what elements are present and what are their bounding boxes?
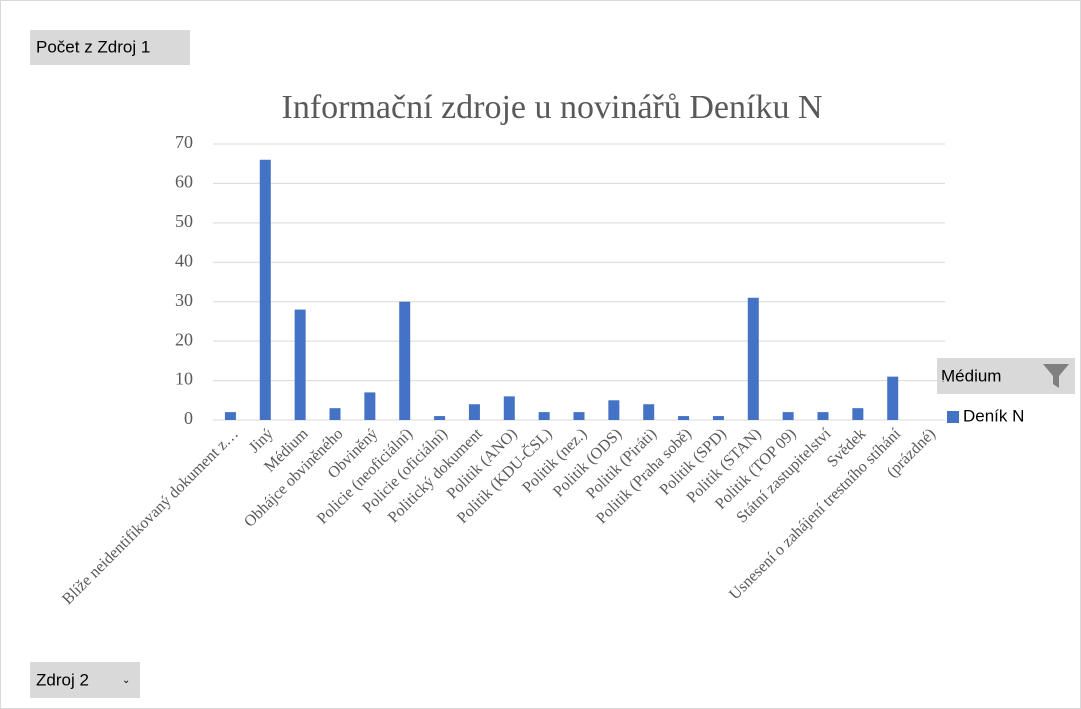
bar <box>259 159 271 420</box>
bar <box>747 297 759 420</box>
axis-field-button[interactable] <box>30 662 140 698</box>
bar <box>434 416 446 420</box>
legend-swatch <box>947 411 959 423</box>
value-field-label: Počet z Zdroj 1 <box>36 37 150 56</box>
value-field-button[interactable] <box>30 30 190 65</box>
y-tick-label: 10 <box>175 369 193 389</box>
chart-title: Informační zdroje u novinářů Deníku N <box>282 89 823 126</box>
dropdown-arrow: ⌄ <box>122 675 130 686</box>
bar <box>678 416 690 420</box>
bar <box>503 396 515 420</box>
bar <box>399 301 411 420</box>
y-tick-label: 20 <box>175 329 193 349</box>
legend-field-label: Médium <box>941 366 1001 385</box>
legend-label: Deník N <box>963 406 1024 425</box>
y-tick-label: 70 <box>175 132 193 152</box>
bar <box>852 408 864 420</box>
bar <box>538 412 550 420</box>
bar <box>712 416 724 420</box>
bar <box>329 408 341 420</box>
y-tick-label: 60 <box>175 172 193 192</box>
bar <box>573 412 585 420</box>
bar <box>608 400 620 420</box>
bar <box>224 412 236 420</box>
bar <box>782 412 794 420</box>
y-tick-label: 0 <box>184 408 193 428</box>
bar <box>887 376 899 420</box>
y-tick-label: 50 <box>175 211 193 231</box>
bar <box>364 392 376 420</box>
filter-icon <box>1043 364 1069 388</box>
bar <box>468 404 480 420</box>
y-tick-label: 40 <box>175 250 193 270</box>
bar <box>817 412 829 420</box>
y-tick-label: 30 <box>175 290 193 310</box>
bar <box>294 309 306 420</box>
bar <box>643 404 655 420</box>
axis-field-label: Zdroj 2 <box>36 670 89 689</box>
